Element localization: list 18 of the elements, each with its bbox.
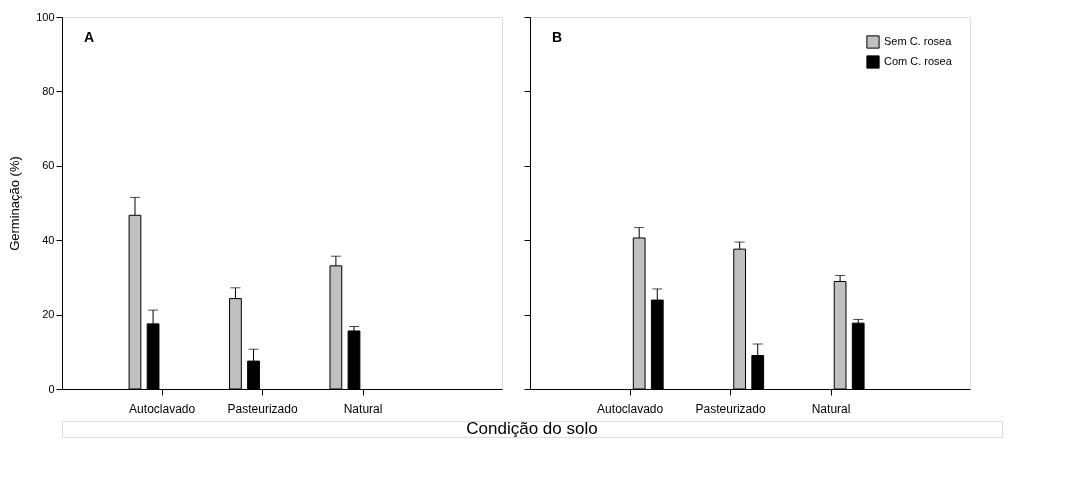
x-tick-label: Autoclavado xyxy=(597,401,664,416)
y-tick-label: 60 xyxy=(42,159,55,172)
text: A xyxy=(84,29,95,45)
y-axis-title: Germinação (%) xyxy=(7,156,23,251)
x-tick-label: Natural xyxy=(343,401,383,416)
legend-label: Com C. rosea xyxy=(884,55,953,67)
x-tick-label: Pasteurizado xyxy=(695,401,766,416)
y-tick-label: 20 xyxy=(42,308,55,321)
legend-label: Sem C. rosea xyxy=(884,35,953,47)
text: B xyxy=(552,29,563,45)
y-tick-label: 0 xyxy=(48,382,55,395)
y-tick-label: 40 xyxy=(42,233,55,246)
x-tick-label: Pasteurizado xyxy=(227,401,298,416)
y-tick-label: 100 xyxy=(36,10,55,23)
x-tick-label: Autoclavado xyxy=(129,401,196,416)
y-tick-label: 80 xyxy=(42,84,55,97)
x-axis-title: Condição do solo xyxy=(466,419,598,438)
x-tick-label: Natural xyxy=(811,401,851,416)
